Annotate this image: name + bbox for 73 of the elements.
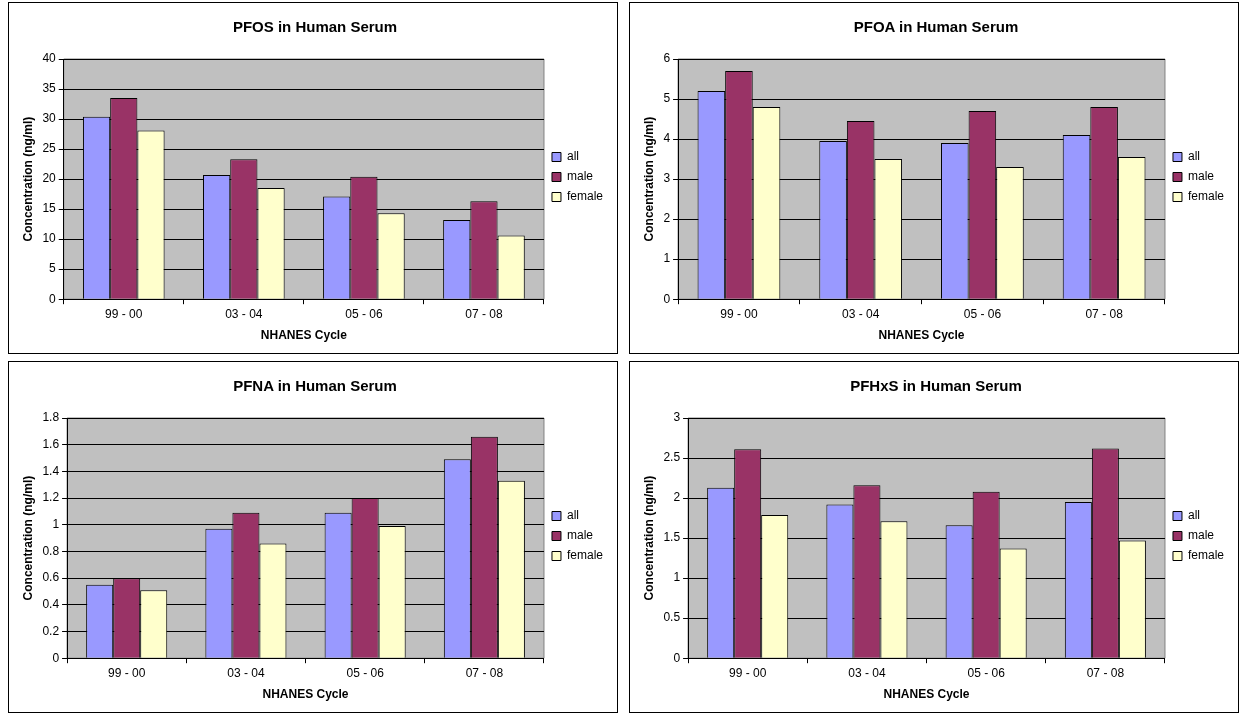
x-tick-label: 03 - 04	[841, 306, 880, 321]
legend-label: female	[566, 189, 604, 204]
y-tick-label: 3	[673, 410, 681, 425]
x-axis-title: NHANES Cycle	[262, 687, 349, 702]
y-tick-label: 0.8	[42, 543, 60, 558]
y-axis-title: Concentration (ng/ml)	[20, 116, 35, 242]
y-tick-label: 0.2	[42, 623, 60, 638]
x-tick-label: 07 - 08	[1086, 665, 1125, 680]
x-axis-title: NHANES Cycle	[883, 687, 970, 702]
y-tick-label: 5	[663, 91, 671, 106]
legend-label: female	[1187, 189, 1225, 204]
y-tick-label: 0.4	[42, 597, 60, 612]
legend-label: all	[1187, 508, 1200, 523]
x-tick-label: 05 - 06	[345, 306, 383, 321]
y-tick-label: 0	[52, 650, 60, 665]
y-tick-label: 0	[49, 291, 57, 306]
y-tick-label: 40	[42, 51, 57, 66]
x-tick-label: 03 - 04	[848, 665, 886, 680]
y-tick-label: 35	[42, 81, 57, 96]
x-tick-label: 07 - 08	[465, 665, 504, 680]
y-tick-label: 0	[663, 291, 671, 306]
y-tick-label: 1.6	[42, 437, 60, 451]
chart-title: PFOS in Human Serum	[232, 18, 398, 36]
y-tick-label: 15	[42, 201, 57, 216]
y-tick-label: 2	[663, 211, 671, 226]
y-tick-label: 1.4	[42, 463, 60, 478]
x-tick-label: 99 - 00	[720, 306, 758, 321]
y-tick-label: 6	[663, 51, 671, 66]
y-tick-label: 1.8	[42, 410, 60, 425]
chart-title: PFHxS in Human Serum	[850, 377, 1022, 395]
legend-label: male	[566, 528, 594, 543]
y-tick-label: 5	[49, 261, 57, 276]
y-tick-label: 3	[663, 171, 671, 186]
x-tick-label: 07 - 08	[1085, 306, 1124, 321]
x-tick-label: 99 - 00	[108, 665, 146, 680]
y-tick-label: 1.2	[42, 490, 60, 505]
y-tick-label: 1	[673, 570, 681, 585]
x-axis-title: NHANES Cycle	[878, 328, 965, 343]
x-tick-label: 05 - 06	[967, 665, 1006, 680]
y-tick-label: 30	[42, 111, 57, 126]
y-tick-label: 0.6	[42, 570, 60, 585]
y-tick-label: 1.5	[663, 530, 681, 545]
y-tick-label: 1	[52, 517, 60, 532]
x-tick-label: 99 - 00	[729, 665, 767, 680]
legend-label: male	[566, 169, 594, 184]
chart-title: PFNA in Human Serum	[233, 377, 397, 395]
y-axis-title: Concentration (ng/ml)	[641, 475, 656, 601]
legend-label: female	[566, 548, 604, 563]
x-tick-label: 99 - 00	[105, 306, 143, 321]
y-tick-label: 20	[42, 171, 57, 186]
y-tick-label: 0.5	[663, 610, 681, 625]
y-axis-title: Concentration (ng/ml)	[641, 116, 656, 242]
x-tick-label: 07 - 08	[465, 306, 503, 321]
y-tick-label: 2	[673, 490, 681, 505]
legend-label: male	[1187, 528, 1215, 543]
legend-label: female	[1187, 548, 1225, 563]
y-tick-label: 1	[663, 251, 671, 266]
x-tick-label: 03 - 04	[225, 306, 263, 321]
legend-label: all	[1187, 149, 1200, 164]
y-tick-label: 10	[42, 231, 57, 246]
x-axis-title: NHANES Cycle	[260, 328, 348, 343]
legend-label: all	[566, 508, 579, 523]
y-tick-label: 4	[663, 131, 671, 146]
y-tick-label: 0	[673, 650, 681, 665]
chart-title: PFOA in Human Serum	[853, 18, 1019, 36]
x-tick-label: 05 - 06	[963, 306, 1002, 321]
legend-label: male	[1187, 169, 1215, 184]
legend-label: all	[566, 149, 579, 164]
x-tick-label: 05 - 06	[346, 665, 385, 680]
y-tick-label: 25	[42, 141, 57, 156]
x-tick-label: 03 - 04	[227, 665, 265, 680]
y-axis-title: Concentration (ng/ml)	[20, 475, 35, 601]
y-tick-label: 2.5	[663, 450, 681, 465]
